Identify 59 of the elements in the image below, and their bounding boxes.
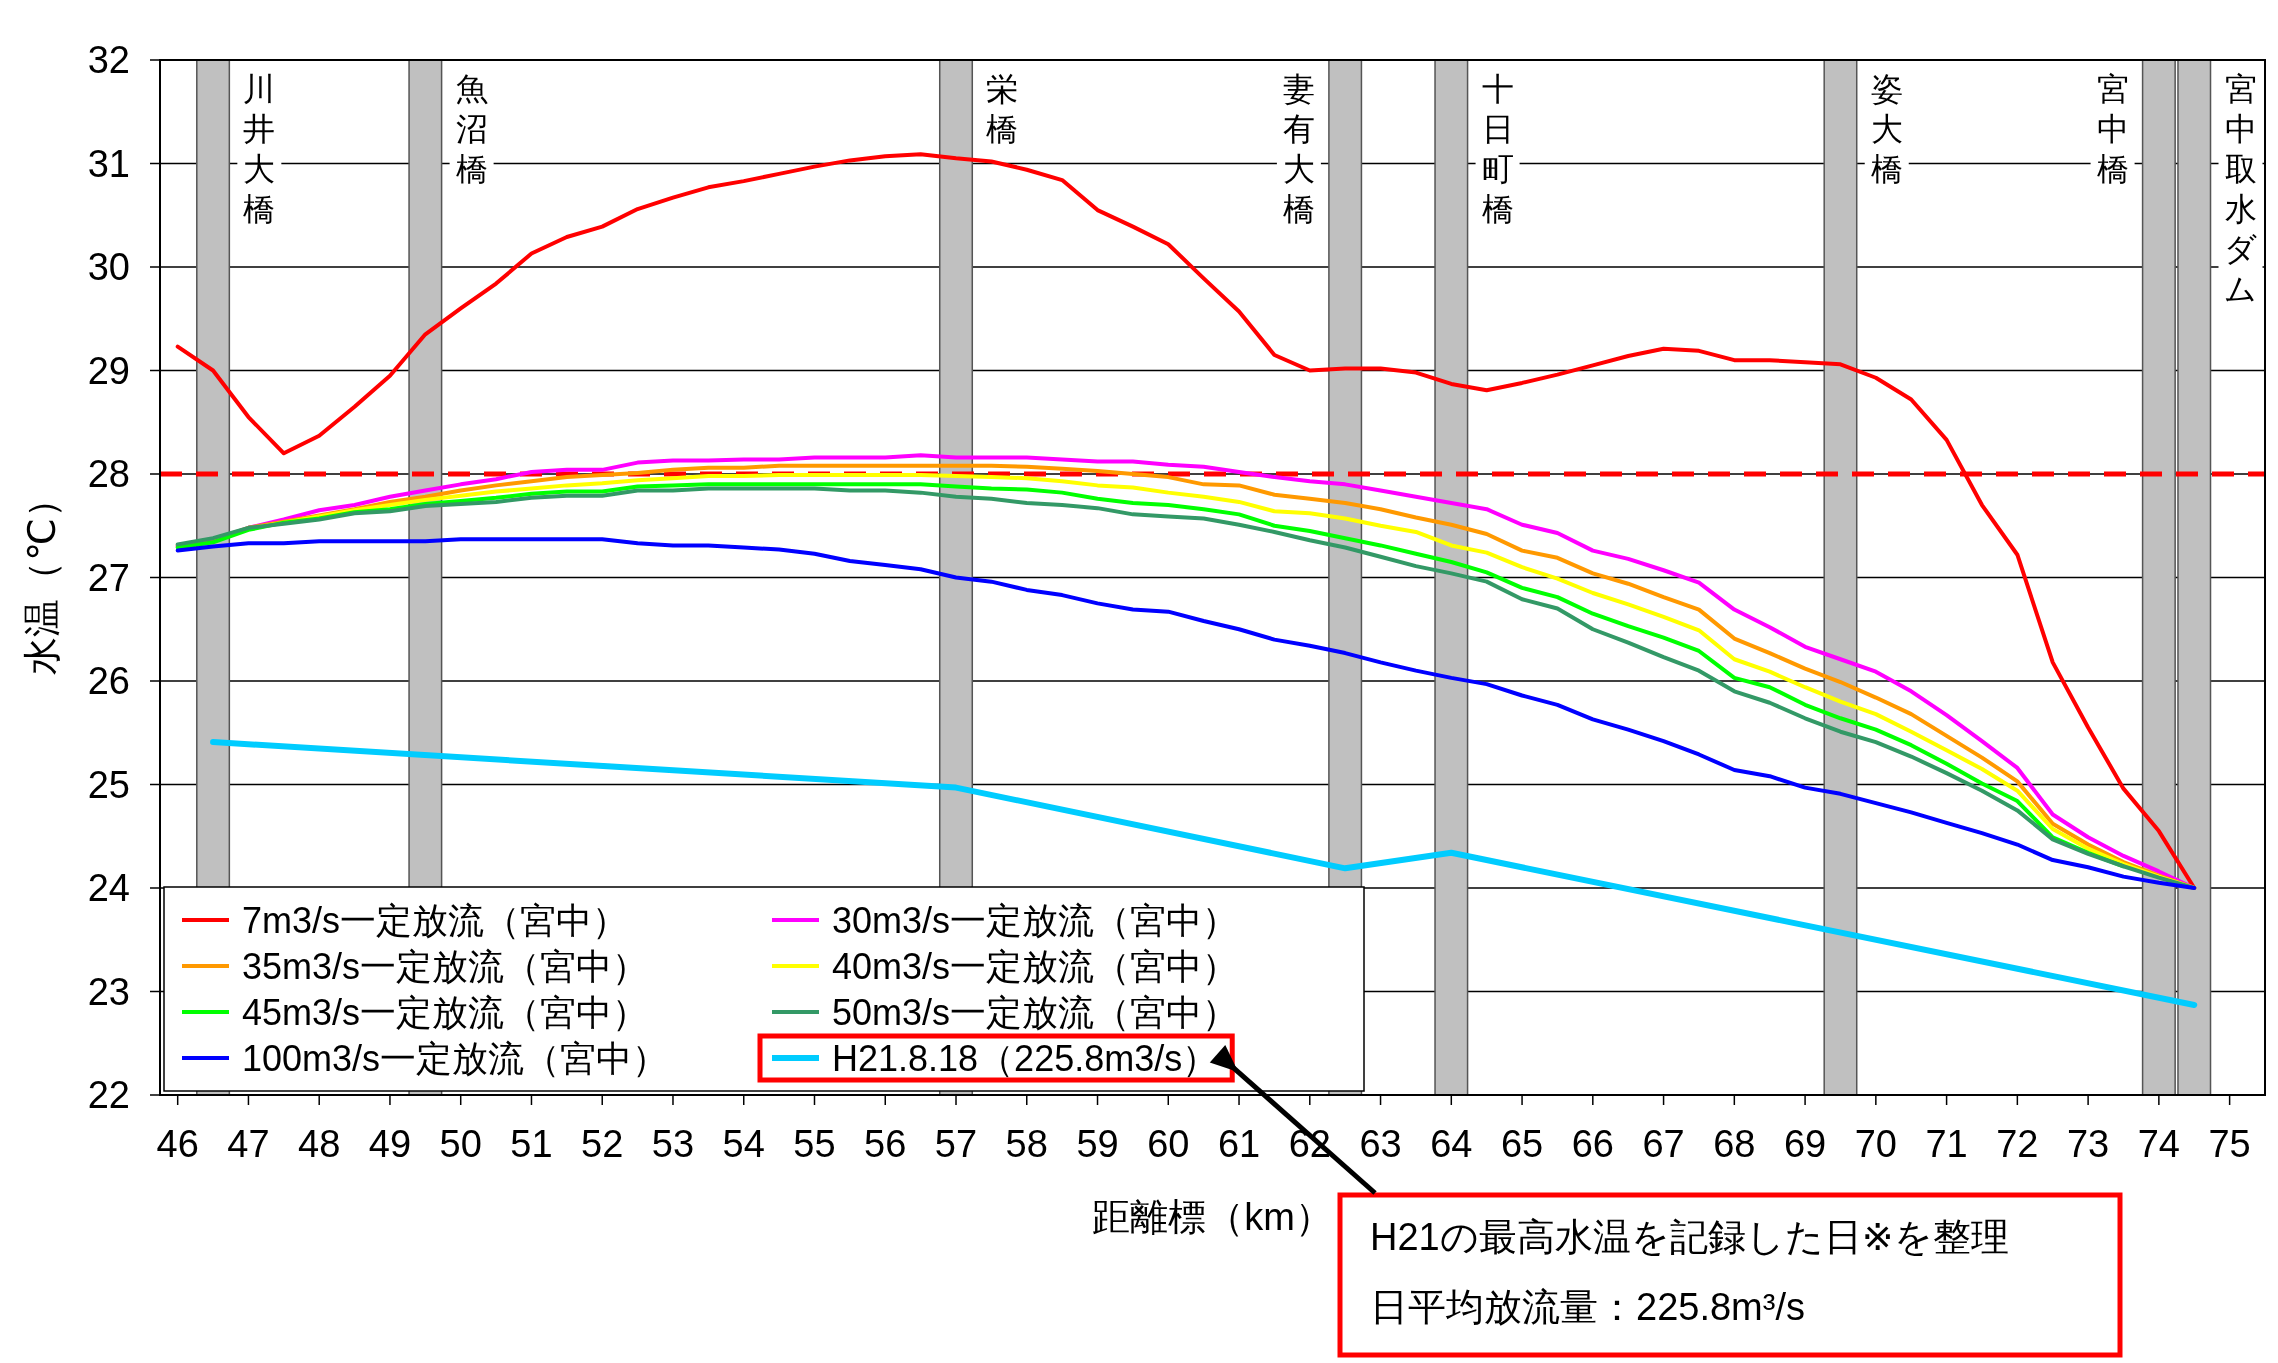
x-tick-label: 57 xyxy=(934,1123,978,1165)
y-tick-label: 28 xyxy=(87,453,130,495)
band-label: 十日町橋 xyxy=(1481,71,1514,227)
legend-label: H21.8.18（225.8m3/s） xyxy=(832,1038,1219,1079)
x-tick-label: 53 xyxy=(651,1123,695,1165)
x-tick-label: 61 xyxy=(1217,1123,1261,1165)
x-tick-label: 68 xyxy=(1713,1123,1756,1165)
y-tick-label: 29 xyxy=(87,349,130,392)
annotation: H21の最高水温を記録した日※を整理 日平均放流量：225.8m³/s xyxy=(1337,1192,2123,1358)
y-tick-label: 23 xyxy=(87,970,130,1013)
x-tick-label: 71 xyxy=(1925,1123,1968,1165)
x-tick-label: 75 xyxy=(2208,1123,2251,1165)
band-label: 宮中取水ダム xyxy=(2224,71,2258,307)
x-tick-label: 67 xyxy=(1642,1123,1685,1165)
legend-label: 35m3/s一定放流（宮中） xyxy=(242,946,649,987)
legend-label: 50m3/s一定放流（宮中） xyxy=(832,992,1239,1033)
x-tick-label: 69 xyxy=(1783,1123,1827,1165)
legend-label: 30m3/s一定放流（宮中） xyxy=(832,900,1239,941)
x-tick-label: 46 xyxy=(156,1123,199,1165)
x-tick-label: 72 xyxy=(1996,1123,2039,1165)
y-tick-label: 32 xyxy=(87,39,130,81)
y-tick-label: 22 xyxy=(87,1074,130,1116)
x-tick-label: 49 xyxy=(368,1123,412,1165)
x-tick-label: 73 xyxy=(2066,1123,2110,1165)
x-tick-label: 55 xyxy=(793,1123,836,1165)
y-tick-label: 24 xyxy=(87,867,130,909)
x-tick-label: 59 xyxy=(1076,1123,1119,1165)
y-tick-label: 27 xyxy=(87,556,130,599)
x-tick-label: 50 xyxy=(439,1123,482,1165)
x-tick-label: 63 xyxy=(1359,1123,1402,1165)
x-tick-label: 48 xyxy=(298,1123,341,1165)
x-tick-label: 54 xyxy=(722,1123,765,1165)
band-label: 姿大橋 xyxy=(1870,71,1903,187)
x-tick-label: 47 xyxy=(227,1123,270,1165)
x-tick-label: 64 xyxy=(1430,1123,1473,1165)
legend-label: 45m3/s一定放流（宮中） xyxy=(242,992,649,1033)
band-label: 栄橋 xyxy=(986,71,1019,147)
band-label: 妻有大橋 xyxy=(1282,71,1315,227)
legend-label: 7m3/s一定放流（宮中） xyxy=(242,900,629,941)
x-tick-label: 70 xyxy=(1854,1123,1897,1165)
legend-label: 40m3/s一定放流（宮中） xyxy=(832,946,1239,987)
y-axis-title: 水温（℃） xyxy=(21,480,63,675)
x-tick-label: 56 xyxy=(864,1123,907,1165)
x-tick-label: 60 xyxy=(1147,1123,1190,1165)
band-label: 川井大橋 xyxy=(243,71,276,227)
x-tick-label: 74 xyxy=(2137,1123,2181,1165)
y-tick-label: 25 xyxy=(87,763,130,806)
band-label: 宮中橋 xyxy=(2096,71,2129,187)
x-tick-label: 65 xyxy=(1500,1123,1544,1165)
x-tick-label: 52 xyxy=(581,1123,624,1165)
x-axis-title: 距離標（km） xyxy=(1092,1196,1333,1238)
legend-label: 100m3/s一定放流（宮中） xyxy=(242,1038,669,1079)
x-tick-label: 66 xyxy=(1571,1123,1614,1165)
x-tick-label: 58 xyxy=(1005,1123,1048,1165)
y-tick-label: 30 xyxy=(87,246,130,288)
y-tick-label: 26 xyxy=(87,660,130,702)
x-tick-label: 51 xyxy=(510,1123,553,1165)
band-label: 魚沼橋 xyxy=(455,71,488,187)
y-tick-label: 31 xyxy=(87,142,130,185)
